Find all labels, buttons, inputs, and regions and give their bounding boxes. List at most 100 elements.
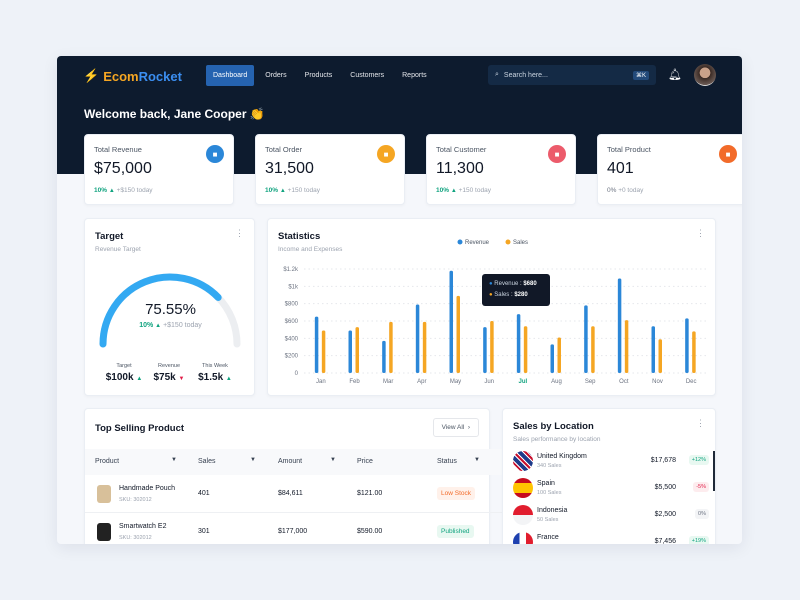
nav-products[interactable]: Products bbox=[304, 72, 333, 79]
bar-revenue[interactable] bbox=[449, 270, 454, 373]
bar-revenue[interactable] bbox=[617, 278, 622, 373]
bar-revenue[interactable] bbox=[584, 305, 588, 373]
logo[interactable]: ⚡ Ecom Rocket bbox=[83, 68, 182, 84]
status-badge: Low Stock bbox=[437, 487, 475, 500]
welcome-heading: Welcome back, Jane Cooper 👏 bbox=[84, 107, 265, 121]
x-tick-label: Aug bbox=[551, 379, 562, 385]
bar-sales[interactable] bbox=[523, 326, 528, 373]
legend-marker bbox=[505, 239, 511, 245]
trend-down-icon: ▼ bbox=[178, 376, 185, 382]
nav-orders[interactable]: Orders bbox=[265, 72, 287, 79]
x-tick-label: May bbox=[450, 379, 461, 385]
stat-card: Total Product 401 0% +0 today ■ bbox=[597, 134, 742, 205]
more-icon[interactable]: ⋮ bbox=[696, 228, 705, 238]
bar-revenue[interactable] bbox=[685, 318, 689, 373]
bar-revenue[interactable] bbox=[382, 340, 386, 373]
bar-revenue[interactable] bbox=[550, 344, 555, 373]
target-gauge bbox=[99, 273, 241, 348]
target-card: Target Revenue Target ⋮ 75.55% 10% ▲ +$1… bbox=[84, 218, 255, 396]
nav-customers[interactable]: Customers bbox=[350, 72, 385, 79]
bar-revenue[interactable] bbox=[483, 327, 487, 373]
x-tick-label: Sep bbox=[585, 379, 596, 385]
location-item[interactable]: France $7,456 +19% bbox=[513, 532, 709, 544]
bar-sales[interactable] bbox=[389, 321, 393, 373]
change-badge: +12% bbox=[688, 455, 709, 465]
flag-icon bbox=[513, 505, 533, 525]
bar-revenue[interactable] bbox=[415, 304, 420, 373]
sales-location-card: Sales by Location Sales performance by l… bbox=[502, 408, 716, 544]
bar-revenue[interactable] bbox=[651, 326, 656, 373]
sort-icon[interactable]: ▼ bbox=[171, 457, 177, 463]
bar-sales[interactable] bbox=[490, 321, 494, 373]
x-tick-label: Jul bbox=[518, 379, 527, 385]
trend-up-icon: ▲ bbox=[225, 376, 232, 382]
bar-sales[interactable] bbox=[321, 330, 326, 373]
sort-icon[interactable]: ▼ bbox=[330, 457, 336, 463]
main-nav: Dashboard Orders Products Customers Repo… bbox=[206, 65, 434, 86]
statistics-card: Statistics Income and Expenses ⋮ 0 $200 $4… bbox=[267, 218, 716, 396]
bar-sales[interactable] bbox=[692, 331, 696, 373]
bar-sales[interactable] bbox=[557, 337, 562, 373]
x-tick-label: Dec bbox=[686, 379, 697, 385]
bar-sales[interactable] bbox=[624, 320, 629, 373]
bar-sales[interactable] bbox=[422, 321, 427, 373]
flag-icon bbox=[513, 478, 533, 498]
bar-revenue[interactable] bbox=[348, 330, 353, 373]
sort-icon[interactable]: ▼ bbox=[474, 457, 480, 463]
flag-icon bbox=[513, 451, 533, 471]
statistics-chart: 0 $200 $400 $600 $800 $1k $1.2k Jan Feb Mar Apr May… bbox=[283, 239, 708, 385]
more-icon[interactable]: ⋮ bbox=[696, 418, 705, 428]
y-tick-label: $600 bbox=[285, 319, 299, 325]
legend-marker bbox=[457, 239, 463, 245]
shortcut-badge: ⌘K bbox=[632, 70, 649, 80]
x-tick-label: Nov bbox=[652, 379, 663, 385]
bar-revenue[interactable] bbox=[314, 316, 319, 373]
avatar[interactable] bbox=[694, 64, 716, 86]
x-tick-label: Oct bbox=[619, 379, 629, 385]
change-badge: -5% bbox=[693, 482, 709, 492]
dashboard-window: ⚡ Ecom Rocket Dashboard Orders Products Cu… bbox=[57, 56, 742, 544]
chart-tooltip: ● Revenue : $680 ● Sales : $280 bbox=[482, 274, 550, 306]
y-tick-label: $800 bbox=[285, 302, 299, 308]
bar-sales[interactable] bbox=[355, 327, 360, 373]
product-thumbnail bbox=[97, 523, 111, 541]
location-item[interactable]: United Kingdom 340 Sales $17,678 +12% bbox=[513, 451, 709, 478]
bar-sales[interactable] bbox=[456, 295, 461, 373]
trend-up-icon: ▲ bbox=[136, 376, 143, 382]
status-badge: Published bbox=[437, 525, 474, 538]
box-icon: ■ bbox=[719, 145, 737, 163]
nav-dashboard[interactable]: Dashboard bbox=[206, 65, 255, 86]
flag-icon bbox=[513, 532, 533, 544]
search-input[interactable]: ⌕ Search here... ⌘K bbox=[488, 65, 656, 85]
bar-sales[interactable] bbox=[591, 326, 595, 373]
table-row[interactable]: Smartwatch E2 SKU: 302012 301 $177,000 $… bbox=[85, 513, 517, 544]
wallet-icon: ■ bbox=[206, 145, 224, 163]
table-row[interactable]: Handmade Pouch SKU: 302012 401 $84,611 $… bbox=[85, 475, 517, 513]
legend-label: Revenue bbox=[465, 240, 490, 246]
table-header: Product ▼ Sales ▼ Amount ▼ Price Status ▼ bbox=[85, 449, 517, 475]
stat-card: Total Customer 11,300 10% ▲ +150 today ■ bbox=[426, 134, 576, 205]
nav-reports[interactable]: Reports bbox=[402, 72, 427, 79]
bar-revenue[interactable] bbox=[516, 314, 521, 373]
y-tick-label: $1k bbox=[288, 284, 299, 290]
x-tick-label: Jan bbox=[316, 379, 326, 385]
change-badge: +19% bbox=[688, 536, 709, 544]
stat-card: Total Revenue $75,000 10% ▲ +$150 today … bbox=[84, 134, 234, 205]
more-icon[interactable]: ⋮ bbox=[235, 228, 244, 238]
y-tick-label: $200 bbox=[285, 354, 299, 360]
sort-icon[interactable]: ▼ bbox=[250, 457, 256, 463]
bell-icon[interactable]: 🔔︎ bbox=[668, 69, 682, 81]
user-icon: ■ bbox=[548, 145, 566, 163]
view-all-button[interactable]: View All › bbox=[432, 418, 479, 437]
y-tick-label: $1.2k bbox=[283, 267, 299, 273]
search-icon: ⌕ bbox=[495, 71, 499, 78]
bar-sales[interactable] bbox=[658, 339, 663, 373]
x-tick-label: Mar bbox=[383, 379, 393, 385]
product-thumbnail bbox=[97, 485, 111, 503]
x-tick-label: Jun bbox=[484, 379, 494, 385]
x-tick-label: Apr bbox=[417, 379, 426, 385]
scrollbar[interactable] bbox=[713, 451, 715, 491]
cart-icon: ■ bbox=[377, 145, 395, 163]
location-item[interactable]: Indonesia 50 Sales $2,500 0% bbox=[513, 505, 709, 532]
location-item[interactable]: Spain 100 Sales $5,500 -5% bbox=[513, 478, 709, 505]
